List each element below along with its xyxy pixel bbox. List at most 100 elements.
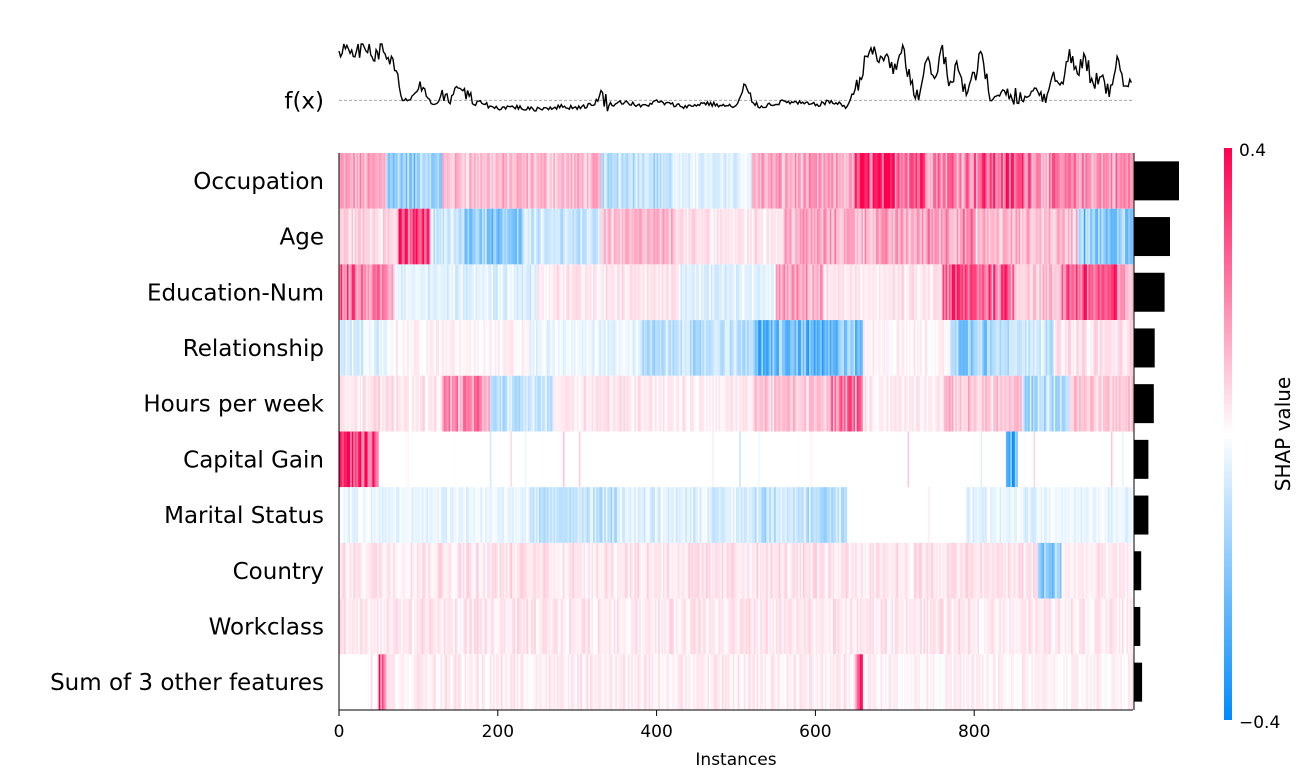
heatmap-cell — [848, 264, 851, 321]
heatmap-cell — [734, 375, 737, 432]
heatmap-cell — [526, 264, 529, 321]
heatmap-cell — [669, 542, 672, 599]
heatmap-cell — [472, 431, 475, 488]
heatmap-cell — [427, 153, 430, 209]
heatmap-cell — [427, 487, 430, 543]
heatmap-cell — [1086, 487, 1089, 543]
heatmap-cell — [597, 208, 600, 265]
heatmap-cell — [726, 153, 729, 209]
heatmap-cell — [1102, 208, 1105, 265]
heatmap-cell — [413, 320, 416, 376]
heatmap-cell — [608, 654, 611, 710]
heatmap-cell — [847, 375, 850, 432]
heatmap-cell — [380, 264, 383, 321]
heatmap-cell — [1019, 431, 1022, 488]
heatmap-cell — [837, 153, 840, 209]
heatmap-cell — [499, 264, 502, 321]
heatmap-cell — [1104, 431, 1107, 488]
heatmap-cell — [932, 320, 935, 376]
heatmap-cell — [602, 431, 605, 488]
heatmap-cell — [532, 208, 535, 265]
heatmap-cell — [618, 208, 621, 265]
heatmap-cell — [421, 487, 424, 543]
heatmap-cell — [696, 654, 699, 710]
heatmap-cell — [604, 598, 607, 655]
heatmap-cell — [1131, 153, 1134, 209]
heatmap-cell — [709, 542, 711, 599]
heatmap-cell — [542, 320, 545, 376]
heatmap-cell — [1001, 375, 1004, 432]
heatmap-cell — [1050, 542, 1053, 599]
heatmap-cell — [608, 208, 611, 265]
heatmap-cell — [566, 320, 568, 376]
heatmap-cell — [1099, 375, 1102, 432]
heatmap-cell — [894, 431, 897, 488]
heatmap-cell — [637, 598, 640, 655]
heatmap-cell — [365, 542, 368, 599]
heatmap-cell — [1115, 320, 1118, 376]
heatmap-cell — [801, 264, 803, 321]
heatmap-cell — [1064, 320, 1067, 376]
heatmap-cell — [424, 153, 427, 209]
heatmap-cell — [1096, 542, 1099, 599]
heatmap-cell — [1023, 375, 1026, 432]
heatmap-cell — [910, 320, 913, 376]
heatmap-cell — [693, 487, 696, 543]
heatmap-cell — [972, 264, 975, 321]
heatmap-cell — [715, 487, 718, 543]
heatmap-cell — [502, 264, 505, 321]
heatmap-cell — [915, 654, 918, 710]
heatmap-cell — [645, 598, 648, 655]
heatmap-cell — [807, 487, 810, 543]
heatmap-cell — [635, 542, 638, 599]
heatmap-cell — [786, 375, 789, 432]
heatmap-cell — [616, 654, 619, 710]
heatmap-cell — [1103, 431, 1105, 488]
heatmap-cell — [978, 487, 981, 543]
heatmap-cell — [845, 375, 848, 432]
heatmap-cell — [677, 320, 680, 376]
heatmap-cell — [915, 153, 918, 209]
heatmap-cell — [383, 375, 386, 432]
heatmap-cell — [666, 598, 669, 655]
heatmap-cell — [785, 375, 788, 432]
heatmap-cell — [785, 542, 788, 599]
heatmap-cell — [1034, 208, 1037, 265]
heatmap-cell — [1107, 542, 1110, 599]
heatmap-cell — [1012, 375, 1015, 432]
heatmap-cell — [624, 208, 627, 265]
heatmap-cell — [802, 375, 805, 432]
heatmap-cell — [532, 654, 535, 710]
heatmap-cell — [1110, 598, 1113, 655]
heatmap-cell — [340, 431, 343, 488]
heatmap-cell — [418, 431, 421, 488]
heatmap-cell — [944, 264, 946, 321]
heatmap-cell — [770, 375, 773, 432]
heatmap-cell — [539, 487, 541, 543]
heatmap-cell — [816, 487, 819, 543]
heatmap-cell — [1101, 153, 1104, 209]
heatmap-cell — [520, 654, 522, 710]
heatmap-cell — [358, 375, 360, 432]
heatmap-cell — [828, 208, 830, 265]
heatmap-cell — [845, 598, 848, 655]
heatmap-cell — [667, 431, 670, 488]
heatmap-cell — [423, 431, 426, 488]
heatmap-cell — [737, 320, 740, 376]
heatmap-cell — [867, 264, 870, 321]
heatmap-cell — [412, 320, 414, 376]
heatmap-cell — [1029, 654, 1032, 710]
heatmap-cell — [650, 264, 653, 321]
heatmap-cell — [831, 431, 834, 488]
heatmap-cell — [357, 208, 360, 265]
heatmap-cell — [1101, 598, 1104, 655]
heatmap-cell — [859, 598, 862, 655]
heatmap-cell — [1074, 654, 1077, 710]
heatmap-cell — [974, 375, 977, 432]
heatmap-cell — [535, 208, 538, 265]
heatmap-cell — [491, 320, 494, 376]
heatmap-cell — [631, 487, 634, 543]
heatmap-cell — [637, 320, 640, 376]
heatmap-cell — [591, 153, 594, 209]
heatmap-cell — [764, 208, 767, 265]
